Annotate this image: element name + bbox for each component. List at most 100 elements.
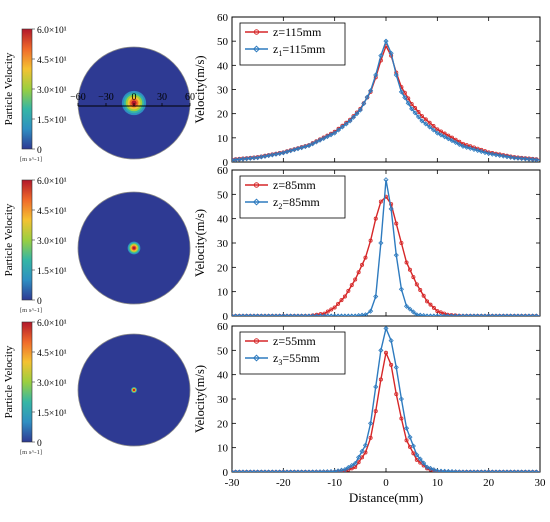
data-point xyxy=(383,177,389,183)
data-point xyxy=(328,469,334,472)
data-point xyxy=(354,111,360,117)
data-point xyxy=(306,143,312,149)
data-point xyxy=(471,313,477,316)
data-point xyxy=(273,313,279,316)
data-point xyxy=(368,420,374,426)
data-point xyxy=(273,469,279,472)
data-point xyxy=(232,469,235,472)
data-point xyxy=(361,101,367,107)
x-tick-label: 0 xyxy=(383,477,389,489)
data-point xyxy=(475,469,481,472)
legend-label: z=115mm xyxy=(273,25,322,39)
data-point xyxy=(362,312,369,316)
data-point xyxy=(442,468,448,472)
data-point xyxy=(519,469,525,472)
data-point xyxy=(310,141,316,147)
data-point xyxy=(356,270,361,275)
line-chart: 0102030405060Velocity(m/s)z=115mmz1=115m… xyxy=(193,12,541,169)
data-point xyxy=(295,469,301,472)
data-point xyxy=(453,137,458,142)
data-point xyxy=(456,141,462,147)
data-point xyxy=(414,457,419,462)
data-point xyxy=(427,124,433,130)
data-point xyxy=(368,435,373,440)
y-tick-label: 20 xyxy=(217,109,229,121)
data-point xyxy=(460,143,466,149)
data-point xyxy=(349,466,354,471)
data-point xyxy=(342,294,347,299)
data-point xyxy=(233,469,239,472)
data-point xyxy=(489,469,495,472)
data-point xyxy=(500,469,506,472)
data-point xyxy=(277,469,283,472)
data-point xyxy=(356,460,361,465)
data-point xyxy=(339,298,344,303)
line-chart: 0 10 20 30 40 50 60 -30 -20 -10 0 10 20 30 Velocity(m/… xyxy=(193,321,546,505)
data-point xyxy=(424,464,430,470)
colorbar-title: Particle Velocity xyxy=(3,345,15,418)
series-line xyxy=(232,350,540,472)
data-point xyxy=(406,96,411,101)
y-tick-label: 50 xyxy=(217,36,229,48)
data-point xyxy=(404,438,409,443)
data-point xyxy=(460,141,465,146)
data-point xyxy=(511,469,517,472)
data-point xyxy=(515,155,521,161)
data-point xyxy=(428,302,433,307)
data-point xyxy=(388,206,394,212)
colorbar-tick-label: 3.0×10¹ xyxy=(37,379,67,389)
data-point xyxy=(419,114,424,119)
data-point xyxy=(240,469,246,472)
data-point xyxy=(414,312,420,316)
data-point xyxy=(399,416,404,421)
data-point xyxy=(398,286,404,292)
y-tick-label: 10 xyxy=(217,287,229,299)
colorbar-tick-label: 3.0×10¹ xyxy=(37,86,67,96)
data-point xyxy=(291,147,297,153)
data-point xyxy=(497,313,503,316)
data-point xyxy=(453,139,459,146)
data-point xyxy=(414,282,419,287)
y-tick-label: 20 xyxy=(217,418,229,430)
data-point xyxy=(302,144,308,150)
data-point xyxy=(434,313,440,316)
data-point xyxy=(232,157,235,162)
colorbar-tick-label: 1.5×10¹ xyxy=(37,116,67,126)
y-tick-label: 0 xyxy=(223,311,229,323)
data-point xyxy=(373,216,378,221)
data-point xyxy=(504,154,510,160)
data-point xyxy=(378,240,384,246)
disk-axis-tick-label: 30 xyxy=(157,92,167,103)
data-point xyxy=(314,312,319,316)
data-point xyxy=(425,299,430,304)
data-point xyxy=(247,313,253,316)
data-point xyxy=(352,460,358,467)
data-point xyxy=(288,469,294,472)
disk-axis-tick-label: 0 xyxy=(132,92,137,103)
data-point xyxy=(233,313,239,316)
colorbar xyxy=(21,321,33,443)
y-tick-label: 60 xyxy=(217,165,229,177)
data-point xyxy=(388,338,394,344)
data-point xyxy=(236,469,242,472)
series-group xyxy=(232,177,540,316)
disk-axis-tick-label: −30 xyxy=(98,92,114,103)
data-point xyxy=(411,451,416,456)
data-point xyxy=(339,124,345,130)
disk-axis-tick-label: −60 xyxy=(70,92,86,103)
data-point xyxy=(460,469,466,472)
legend-label-main: z=115mm xyxy=(273,25,322,39)
colorbar-units: [m s^-1] xyxy=(20,449,42,456)
y-tick-label: 10 xyxy=(217,133,229,145)
data-point xyxy=(233,157,239,162)
data-point xyxy=(500,313,506,316)
data-point xyxy=(519,155,525,162)
colorbar-tick-label: 0 xyxy=(37,146,42,156)
data-point xyxy=(511,155,517,161)
data-point xyxy=(291,469,297,472)
data-point xyxy=(486,469,492,472)
data-point xyxy=(393,72,399,78)
data-point xyxy=(244,313,250,316)
data-point xyxy=(280,469,286,472)
data-point xyxy=(456,469,462,472)
